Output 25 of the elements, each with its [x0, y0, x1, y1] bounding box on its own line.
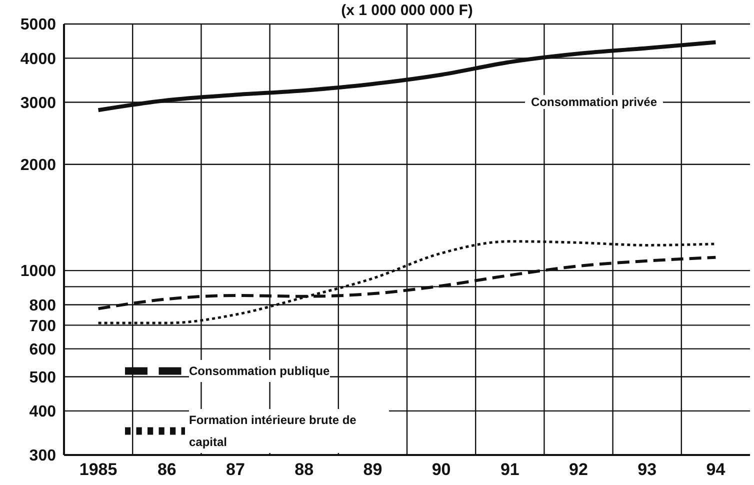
x-tick-label: 90 — [432, 460, 451, 480]
x-tick-label: 89 — [363, 460, 382, 480]
y-tick-label: 5000 — [20, 16, 56, 34]
y-tick-label: 400 — [29, 404, 56, 421]
y-tick-label: 600 — [29, 341, 56, 358]
x-tick-label: 91 — [500, 460, 520, 480]
legend-label: Formation intérieure brute de capital — [189, 408, 389, 453]
y-tick-label: 700 — [29, 318, 56, 335]
x-tick-label: 86 — [157, 460, 176, 480]
legend-label: Consommation publique — [189, 360, 330, 382]
text: Consommation privée — [525, 95, 664, 110]
y-tick-label: 500 — [29, 369, 56, 386]
x-tick-label: 92 — [569, 460, 588, 480]
x-tick-label: 88 — [294, 460, 314, 480]
x-tick-label: 87 — [226, 460, 245, 480]
y-tick-label: 4000 — [20, 50, 56, 68]
x-tick-label: 94 — [706, 460, 726, 480]
y-tick-label: 2000 — [20, 157, 56, 174]
y-tick-label: 800 — [29, 297, 56, 314]
x-tick-label: 93 — [638, 460, 657, 480]
y-tick-label: 3000 — [20, 94, 56, 112]
y-tick-label: 1000 — [20, 263, 56, 280]
chart-title: (x 1 000 000 000 F) — [340, 2, 474, 19]
y-tick-label: 300 — [29, 448, 56, 465]
x-tick-label: 1985 — [79, 460, 118, 480]
